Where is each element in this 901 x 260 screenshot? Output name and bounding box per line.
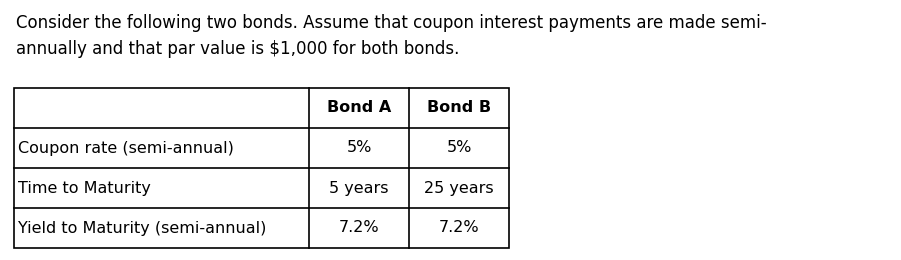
Text: 25 years: 25 years — [424, 180, 494, 196]
Text: Coupon rate (semi-annual): Coupon rate (semi-annual) — [18, 140, 234, 155]
Text: 7.2%: 7.2% — [339, 220, 379, 236]
Text: 7.2%: 7.2% — [439, 220, 479, 236]
Text: Yield to Maturity (semi-annual): Yield to Maturity (semi-annual) — [18, 220, 267, 236]
Text: 5%: 5% — [346, 140, 372, 155]
Text: annually and that par value is $1,000 for both bonds.: annually and that par value is $1,000 fo… — [16, 40, 460, 58]
Text: 5%: 5% — [446, 140, 472, 155]
Bar — [14, 88, 509, 248]
Text: Consider the following two bonds. Assume that coupon interest payments are made : Consider the following two bonds. Assume… — [16, 14, 767, 32]
Text: 5 years: 5 years — [329, 180, 388, 196]
Text: Bond B: Bond B — [427, 101, 491, 115]
Text: Time to Maturity: Time to Maturity — [18, 180, 150, 196]
Text: Bond A: Bond A — [327, 101, 391, 115]
